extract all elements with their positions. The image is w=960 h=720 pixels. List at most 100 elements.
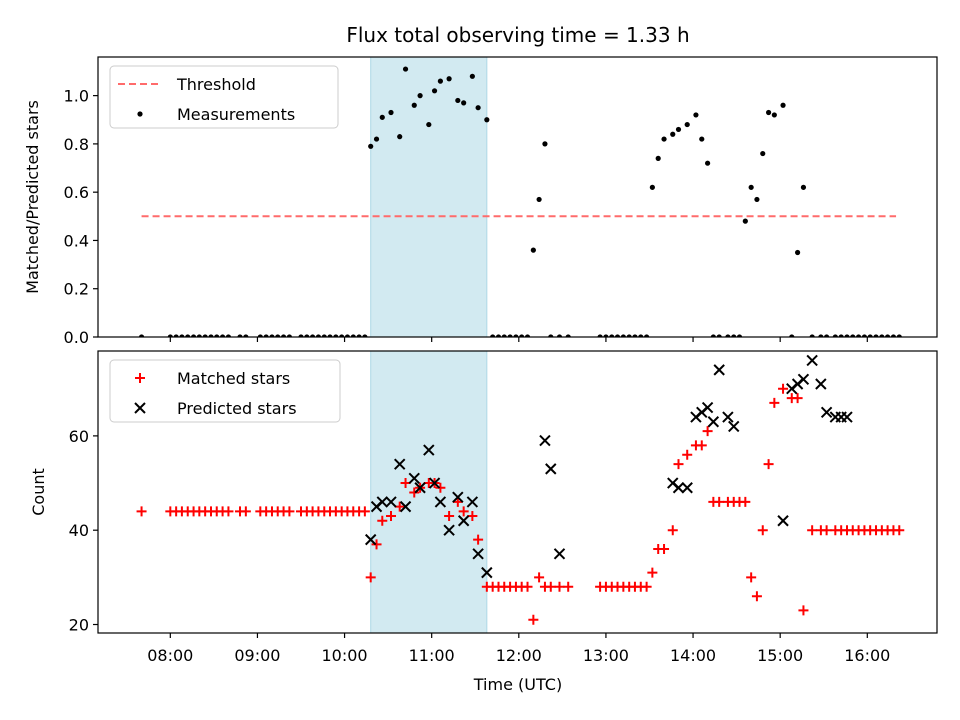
matched-star-point [714, 496, 725, 507]
matched-star-point [371, 539, 382, 550]
legend-label: Matched stars [177, 369, 290, 388]
bottom-y-tick-label: 60 [69, 427, 89, 446]
bottom-y-tick-label: 40 [69, 521, 89, 540]
measurement-point [603, 334, 609, 337]
predicted-star-point [728, 420, 740, 433]
measurement-point [861, 334, 868, 337]
top-y-tick-label: 0.4 [64, 231, 89, 250]
top-legend: Threshold Measurements [109, 65, 339, 129]
measurement-point [225, 334, 232, 337]
measurement-point [684, 121, 690, 128]
measurement-point [548, 334, 554, 337]
matched-star-point [545, 581, 556, 592]
x-tick-label: 10:00 [322, 646, 368, 665]
matched-star-point [778, 383, 789, 394]
measurement-point [644, 334, 650, 337]
predicted-star-point [545, 463, 557, 475]
matched-star-point [807, 525, 818, 536]
measurement-point [896, 334, 902, 337]
x-tick-label: 14:00 [670, 646, 716, 665]
top-y-tick-label: 0.2 [64, 280, 89, 299]
measurement-point [138, 334, 145, 337]
matched-star-point [522, 581, 533, 592]
measurement-point [190, 334, 197, 337]
predicted-star-point [452, 491, 464, 503]
matched-star-point [763, 459, 774, 470]
measurement-point [565, 334, 571, 337]
bottom-highlight-span [370, 350, 488, 634]
top-legend-box [109, 65, 339, 129]
measurement-point [431, 88, 438, 94]
matched-star-point [647, 567, 658, 578]
matched-star-point [223, 506, 234, 517]
measurement-point [699, 136, 705, 142]
measurement-point [670, 131, 676, 137]
measurement-point [626, 334, 632, 337]
measurement-point [379, 114, 385, 120]
measurement-point [286, 334, 293, 337]
legend-label: Measurements [177, 105, 295, 124]
measurement-point [275, 334, 281, 337]
measurement-point [832, 334, 838, 337]
measurement-point [873, 334, 879, 337]
measurement-point [705, 160, 711, 166]
predicted-star-point [681, 482, 693, 494]
predicted-star-point [820, 406, 833, 419]
measurement-point [202, 334, 208, 337]
measurement-point [185, 334, 191, 337]
measurement-point [809, 334, 815, 337]
measurement-point [469, 73, 475, 79]
measurement-point [219, 334, 226, 337]
measurement-point [298, 334, 304, 337]
measurement-point [269, 334, 275, 337]
top-axes-frame [97, 56, 938, 338]
measurement-point [556, 334, 563, 337]
measurement-point [649, 184, 655, 190]
predicted-star-point [722, 411, 734, 423]
top-series-measurements [138, 66, 902, 337]
predicted-star-point [457, 515, 470, 527]
bottom-plot-area [136, 354, 905, 625]
x-tick-label: 12:00 [496, 646, 542, 665]
predicted-star-point [414, 482, 426, 494]
measurement-point [446, 76, 452, 82]
measurement-point [536, 196, 542, 203]
measurement-point [780, 102, 786, 108]
measurement-point [501, 334, 507, 337]
top-y-axis-label: Matched/Predicted stars [23, 100, 42, 294]
measurement-point [315, 334, 322, 337]
matched-star-point [409, 487, 420, 498]
top-y-tick-label: 1.0 [64, 87, 89, 106]
measurement-point [507, 334, 513, 337]
measurement-point [280, 334, 287, 337]
bottom-axes-frame [97, 350, 938, 634]
measurement-point [620, 334, 626, 337]
matched-star-point [769, 397, 780, 408]
measurement-point [850, 334, 856, 337]
matched-star-point [377, 515, 388, 526]
measurement-point [890, 334, 897, 337]
matched-star-point [659, 544, 670, 555]
predicted-star-point [713, 364, 725, 376]
x-tick-label: 09:00 [234, 646, 280, 665]
matched-star-point [554, 581, 565, 592]
measurement-point [455, 97, 461, 104]
predicted-star-point [423, 444, 435, 456]
measurement-point [437, 78, 443, 84]
legend-predicted-swatch [134, 402, 146, 414]
measurement-point [214, 334, 220, 337]
measurement-point [461, 100, 467, 106]
measurement-point [710, 334, 716, 337]
measurement-point [339, 334, 345, 337]
predicted-star-point [443, 524, 455, 536]
measurement-point [760, 150, 766, 157]
measurement-point [771, 112, 777, 118]
matched-star-point [365, 572, 376, 583]
measurement-point [417, 93, 423, 99]
measurement-point [800, 184, 807, 190]
measurement-point [173, 334, 179, 337]
predicted-star-point [707, 416, 720, 428]
measurement-point [885, 334, 891, 337]
measurement-point [388, 109, 394, 116]
